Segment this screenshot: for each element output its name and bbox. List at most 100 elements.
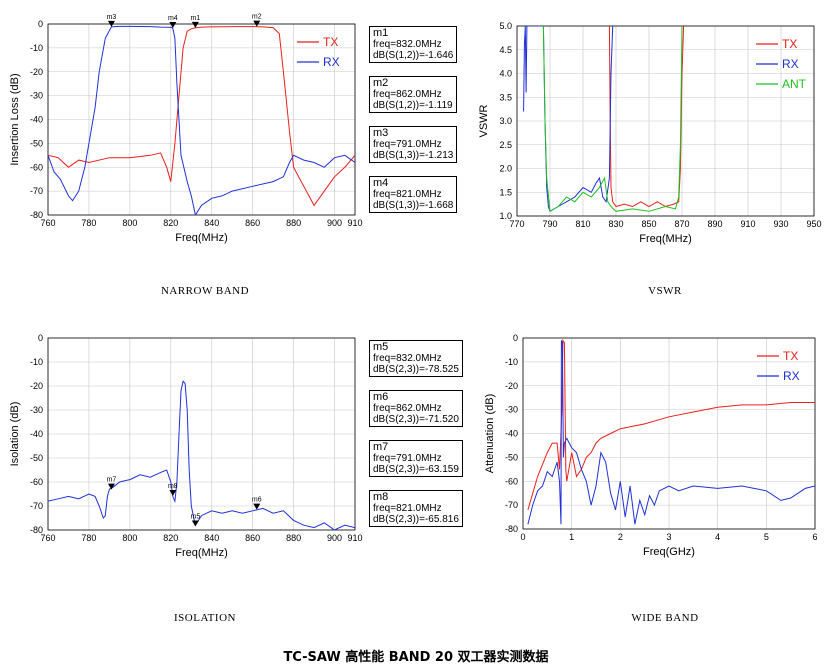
isolation-marker-box-m7: m7 freq=791.0MHz dB(S(2,3))=-63.159 bbox=[369, 440, 463, 477]
vswr-ytick-label: 4.5 bbox=[499, 45, 512, 55]
wide-xtick-label: 6 bbox=[812, 532, 817, 542]
isolation-ytick-label: -80 bbox=[30, 525, 43, 535]
isolation-xtick-label: 880 bbox=[286, 533, 301, 543]
wide-ytick-label: -20 bbox=[505, 381, 518, 391]
narrow-plot-frame bbox=[47, 23, 356, 216]
wide-ylabel: Attenuation (dB) bbox=[484, 394, 496, 474]
wide-xtick-label: 4 bbox=[715, 532, 720, 542]
vswr-xlabel: Freq(MHz) bbox=[639, 233, 692, 245]
vswr-plot-frame bbox=[516, 25, 815, 217]
isolation-xtick-label: 760 bbox=[40, 533, 55, 543]
narrow-ytick-label: -50 bbox=[30, 138, 43, 148]
narrow-ylabel: Insertion Loss (dB) bbox=[9, 73, 21, 165]
narrow-marker-box-freq: freq=862.0MHz bbox=[373, 89, 442, 100]
isolation-ytick-label: -40 bbox=[30, 429, 43, 439]
vswr-legend-label-tx: TX bbox=[782, 37, 797, 51]
isolation-marker-box-freq: freq=862.0MHz bbox=[373, 403, 442, 414]
wide-xtick-label: 5 bbox=[764, 532, 769, 542]
vswr-xtick-label: 870 bbox=[674, 219, 689, 229]
vswr-series-ant bbox=[542, 26, 683, 213]
narrow-xtick-label: 760 bbox=[40, 218, 55, 228]
isolation-xlabel: Freq(MHz) bbox=[175, 547, 228, 559]
narrow-xtick-label: 860 bbox=[245, 218, 260, 228]
vswr-xtick-label: 910 bbox=[740, 219, 755, 229]
narrow-xtick-label: 820 bbox=[163, 218, 178, 228]
narrow-xtick-label: 840 bbox=[204, 218, 219, 228]
vswr-legend-label-ant: ANT bbox=[782, 77, 807, 91]
isolation-marker-box-val: dB(S(2,3))=-63.159 bbox=[373, 464, 459, 475]
vswr-ytick-label: 3.0 bbox=[499, 116, 512, 126]
narrow-ytick-label: -30 bbox=[30, 91, 43, 101]
isolation-marker-box-label: m6 bbox=[373, 391, 389, 403]
vswr-series-tx bbox=[608, 26, 685, 208]
narrow-marker-m2 bbox=[253, 20, 261, 27]
wide-plot-frame bbox=[522, 337, 816, 530]
vswr-series-rx bbox=[523, 26, 614, 213]
narrow-xlabel: Freq(MHz) bbox=[175, 232, 228, 244]
narrow-marker-box-val: dB(S(1,2))=-1.119 bbox=[373, 100, 453, 111]
narrow-marker-m4 bbox=[169, 21, 177, 28]
isolation-caption: ISOLATION bbox=[174, 612, 236, 624]
isolation-ytick-label: -10 bbox=[30, 357, 43, 367]
main-title: TC-SAW 高性能 BAND 20 双工器实测数据 bbox=[283, 650, 549, 665]
narrow-legend-label-tx: TX bbox=[323, 35, 338, 49]
narrow-marker-box-m3: m3 freq=791.0MHz dB(S(1,3))=-1.213 bbox=[369, 126, 458, 163]
narrow-marker-label-m3: m3 bbox=[107, 14, 117, 21]
isolation-marker-box-freq: freq=791.0MHz bbox=[373, 453, 442, 464]
wide-xtick-label: 3 bbox=[666, 532, 671, 542]
narrow-ytick-label: -80 bbox=[30, 210, 43, 220]
isolation-marker-box-freq: freq=832.0MHz bbox=[373, 353, 442, 364]
isolation-ytick-label: -70 bbox=[30, 501, 43, 511]
narrow-ytick-label: 0 bbox=[38, 19, 43, 29]
vswr-xtick-label: 810 bbox=[575, 219, 590, 229]
isolation-plot-frame bbox=[47, 337, 356, 531]
isolation-marker-box-val: dB(S(2,3))=-65.816 bbox=[373, 514, 459, 525]
narrow-ytick-label: -10 bbox=[30, 43, 43, 53]
wide-xtick-label: 1 bbox=[569, 532, 574, 542]
narrow-ytick-label: -20 bbox=[30, 67, 43, 77]
narrow-ytick-label: -60 bbox=[30, 162, 43, 172]
isolation-marker-box-val: dB(S(2,3))=-78.525 bbox=[373, 364, 459, 375]
isolation-marker-label-m5: m5 bbox=[190, 513, 200, 520]
wide-series-rx bbox=[527, 340, 815, 525]
vswr-caption: VSWR bbox=[648, 285, 682, 297]
narrow-marker-box-label: m3 bbox=[373, 127, 389, 139]
narrow-marker-box-m2: m2 freq=862.0MHz dB(S(1,2))=-1.119 bbox=[369, 76, 457, 113]
isolation-marker-m7 bbox=[107, 483, 115, 490]
narrow-marker-m3 bbox=[107, 20, 115, 27]
vswr-ylabel: VSWR bbox=[478, 104, 490, 137]
narrow-marker-box-m1: m1 freq=832.0MHz dB(S(1,2))=-1.646 bbox=[369, 26, 458, 63]
narrow-marker-box-label: m4 bbox=[373, 177, 389, 189]
narrow-ytick-label: -40 bbox=[30, 115, 43, 125]
isolation-marker-box-m8: m8 freq=821.0MHz dB(S(2,3))=-65.816 bbox=[369, 490, 463, 527]
vswr-xtick-label: 850 bbox=[641, 219, 656, 229]
narrow-xtick-label: 880 bbox=[286, 218, 301, 228]
wide-xlabel: Freq(GHz) bbox=[643, 546, 695, 558]
isolation-marker-box-label: m5 bbox=[373, 341, 389, 353]
wide-series-tx bbox=[527, 338, 815, 511]
vswr-xtick-label: 890 bbox=[707, 219, 722, 229]
narrow-xtick-label: 910 bbox=[347, 218, 362, 228]
wide-ytick-label: -30 bbox=[505, 405, 518, 415]
narrow-xtick-label: 800 bbox=[122, 218, 137, 228]
vswr-ytick-label: 3.5 bbox=[499, 92, 512, 102]
narrow-marker-box-freq: freq=832.0MHz bbox=[373, 39, 442, 50]
isolation-xtick-label: 900 bbox=[327, 533, 342, 543]
vswr-ytick-label: 5.0 bbox=[499, 21, 512, 31]
narrow-marker-m1 bbox=[191, 21, 199, 28]
vswr-xtick-label: 770 bbox=[509, 219, 524, 229]
isolation-ylabel: Isolation (dB) bbox=[9, 402, 21, 467]
narrow-marker-box-label: m1 bbox=[373, 27, 389, 39]
isolation-ytick-label: 0 bbox=[38, 333, 43, 343]
narrow-marker-box-val: dB(S(1,3))=-1.213 bbox=[373, 150, 454, 161]
narrow-legend-label-rx: RX bbox=[323, 55, 340, 69]
isolation-marker-m5 bbox=[191, 520, 199, 527]
wide-ytick-label: -60 bbox=[505, 476, 518, 486]
narrow-marker-box-val: dB(S(1,3))=-1.668 bbox=[373, 200, 454, 211]
vswr-ytick-label: 1.0 bbox=[499, 211, 512, 221]
vswr-xtick-label: 950 bbox=[806, 219, 821, 229]
vswr-xtick-label: 930 bbox=[773, 219, 788, 229]
narrow-marker-box-freq: freq=791.0MHz bbox=[373, 139, 442, 150]
